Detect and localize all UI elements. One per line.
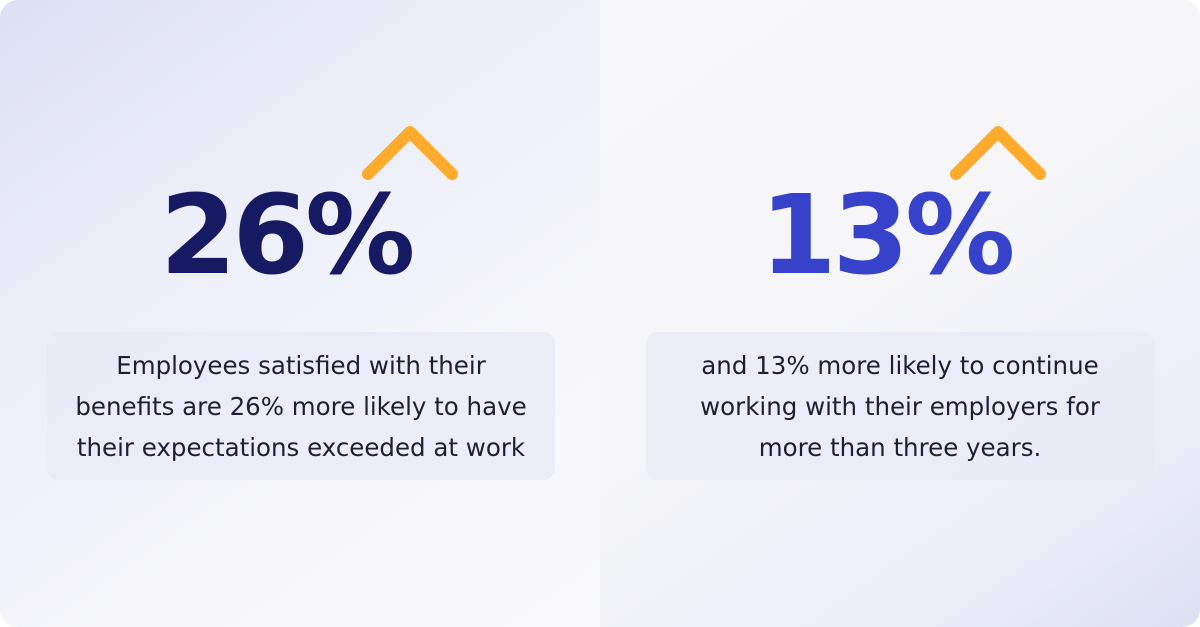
stat-value: 26% — [160, 171, 415, 299]
stat-caption-box: and 13% more likely to continue working … — [646, 332, 1154, 480]
caption-line: more than three years. — [758, 432, 1042, 462]
caption-line: Employees satisfied with their — [116, 350, 486, 380]
stat-block: 13% — [760, 120, 1080, 310]
caption-line: working with their employers for — [700, 391, 1100, 421]
caption-line: benefits are 26% more likely to have — [75, 391, 527, 421]
stat-caption: and 13% more likely to continue working … — [655, 345, 1145, 468]
stat-panel-left: 26% Employees satisfied with their benef… — [0, 0, 600, 627]
stat-panel-right: 13% and 13% more likely to continue work… — [600, 0, 1200, 627]
caption-line: their expectations exceeded at work — [76, 432, 526, 462]
arrow-up-icon — [950, 126, 1046, 305]
stat-caption-box: Employees satisfied with their benefits … — [47, 332, 555, 480]
stat-caption: Employees satisfied with their benefits … — [56, 345, 546, 468]
caption-line: and 13% more likely to continue — [701, 350, 1099, 380]
stat-value: 13% — [760, 171, 1015, 299]
arrow-up-icon — [362, 126, 458, 305]
stat-block: 26% — [160, 120, 480, 310]
